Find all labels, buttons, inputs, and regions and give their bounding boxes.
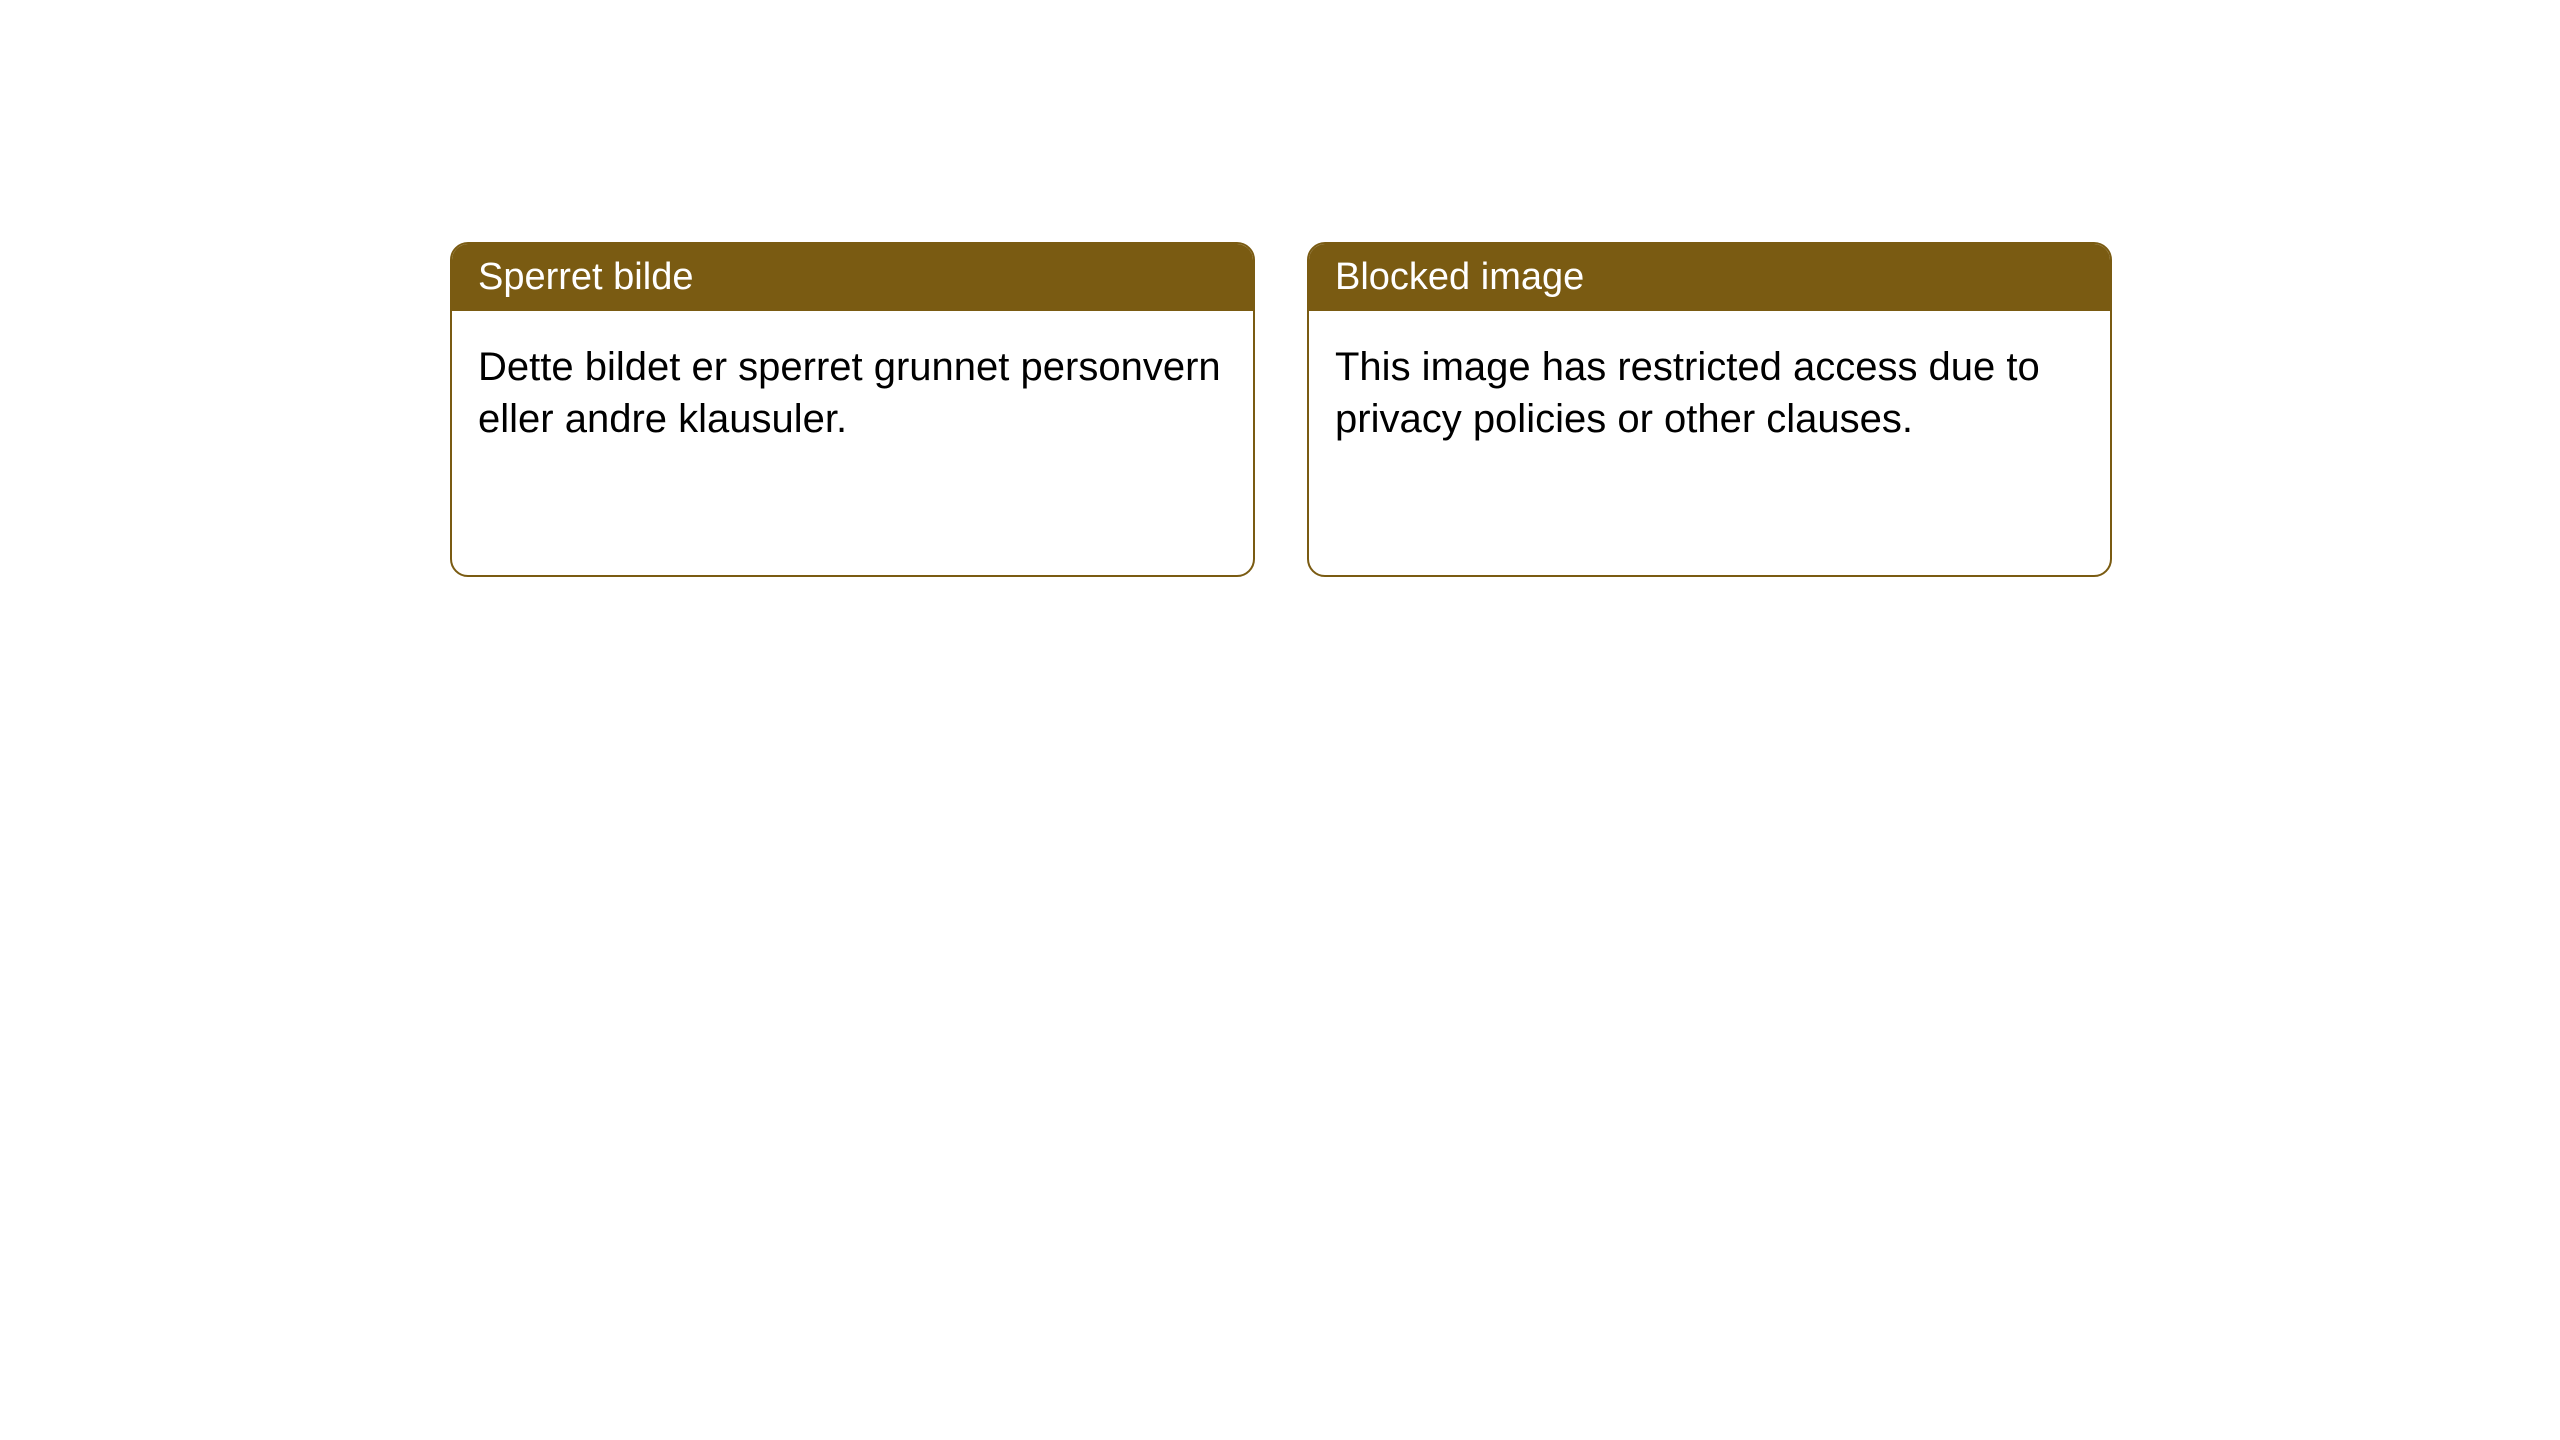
blocked-image-card-no: Sperret bilde Dette bildet er sperret gr… xyxy=(450,242,1255,577)
card-header-text-no: Sperret bilde xyxy=(478,256,693,298)
card-header-text-en: Blocked image xyxy=(1335,256,1584,298)
cards-container: Sperret bilde Dette bildet er sperret gr… xyxy=(450,242,2112,577)
card-header-en: Blocked image xyxy=(1309,244,2110,311)
card-body-text-en: This image has restricted access due to … xyxy=(1335,345,2040,441)
card-body-no: Dette bildet er sperret grunnet personve… xyxy=(452,311,1253,475)
blocked-image-card-en: Blocked image This image has restricted … xyxy=(1307,242,2112,577)
card-body-text-no: Dette bildet er sperret grunnet personve… xyxy=(478,345,1221,441)
card-body-en: This image has restricted access due to … xyxy=(1309,311,2110,475)
card-header-no: Sperret bilde xyxy=(452,244,1253,311)
